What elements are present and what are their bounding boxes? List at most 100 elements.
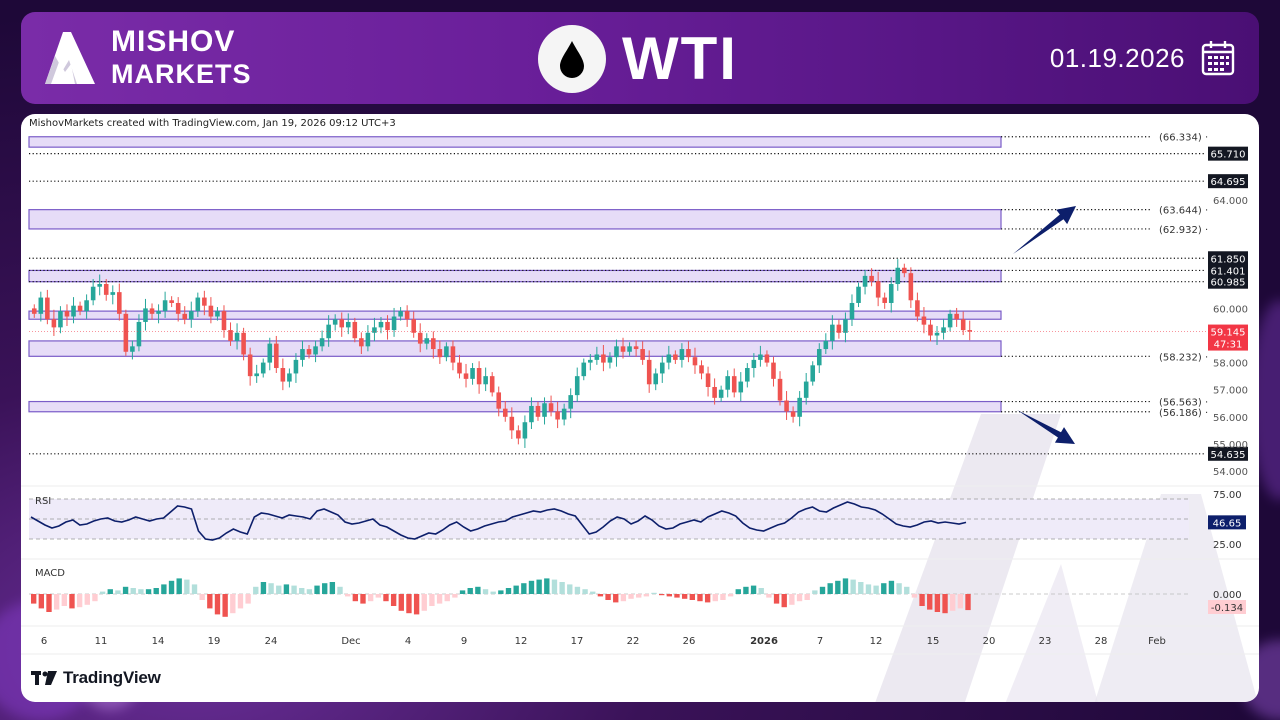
macd-histogram-bar <box>796 594 803 602</box>
sr-zone[interactable] <box>28 136 1002 148</box>
level-price-tag <box>1208 251 1248 266</box>
price-axis-tick: 60.000 <box>1213 304 1248 315</box>
candle-body <box>686 349 691 358</box>
oil-drop-icon <box>538 24 606 93</box>
macd-histogram-bar <box>482 589 489 594</box>
macd-histogram-bar <box>459 590 466 594</box>
macd-histogram-bar <box>253 586 259 594</box>
macd-histogram-bar <box>329 582 336 594</box>
macd-histogram-bar <box>628 594 634 599</box>
level-price-tag <box>1208 146 1248 161</box>
macd-histogram-bar <box>398 594 404 611</box>
candle-body <box>620 346 626 352</box>
macd-histogram-bar <box>245 594 251 604</box>
candle-body <box>594 354 600 360</box>
candle-body <box>836 324 842 333</box>
candle-body <box>169 300 174 303</box>
bar-countdown: 47:31 <box>1214 340 1243 351</box>
candle-body <box>954 313 959 320</box>
candle-body <box>293 359 299 374</box>
macd-histogram-bar <box>904 586 910 594</box>
candle-body <box>751 359 757 369</box>
candle-body <box>777 378 783 401</box>
sr-zone[interactable] <box>28 310 1002 320</box>
macd-histogram-bar <box>835 580 841 594</box>
macd-histogram-bar <box>704 594 711 603</box>
candle-body <box>921 316 927 325</box>
candle-body <box>378 321 384 328</box>
candle-body <box>470 368 475 379</box>
current-price-tag <box>1208 324 1248 351</box>
macd-histogram-bar <box>230 594 236 614</box>
tradingview-logo-icon <box>31 671 57 685</box>
macd-histogram-bar <box>881 583 887 594</box>
macd-histogram-bar <box>283 584 290 594</box>
candle-body <box>758 354 763 360</box>
macd-histogram-bar <box>161 584 167 594</box>
candle-body <box>738 381 744 393</box>
candle-body <box>679 349 685 360</box>
sr-zone[interactable] <box>28 340 1002 357</box>
macd-histogram-bar <box>712 594 718 602</box>
candle-body <box>352 321 358 339</box>
candle-body <box>345 321 351 328</box>
candle-body <box>332 319 338 325</box>
macd-histogram-bar <box>597 594 604 597</box>
zone-price-label: (63.644) · <box>1159 206 1208 217</box>
time-axis-tick: 2026 <box>750 636 778 647</box>
candle-body <box>202 297 207 306</box>
macd-histogram-bar <box>842 578 849 594</box>
macd-histogram-bar <box>674 594 680 598</box>
level-price-label: 65.710 <box>1211 150 1246 161</box>
candle-body <box>784 400 789 412</box>
candle-body <box>745 368 750 382</box>
macd-histogram-bar <box>681 594 688 599</box>
candle-body <box>673 354 678 360</box>
candle-body <box>771 362 776 379</box>
candle-body <box>843 319 848 333</box>
candle-body <box>424 338 430 344</box>
candle-body <box>234 332 240 341</box>
macd-histogram-bar <box>812 590 818 594</box>
level-price-tag <box>1208 174 1248 189</box>
candle-body <box>869 275 874 282</box>
candle-body <box>280 368 286 382</box>
candle-body <box>117 292 122 314</box>
macd-value-tag <box>1208 600 1246 614</box>
macd-histogram-bar <box>605 594 611 600</box>
macd-histogram-bar <box>942 594 948 614</box>
macd-histogram-bar <box>130 588 136 594</box>
candle-body <box>529 405 534 423</box>
macd-histogram-bar <box>689 594 695 600</box>
macd-histogram-bar <box>858 582 864 594</box>
sr-zone[interactable] <box>28 269 1002 283</box>
candle-body <box>731 376 737 393</box>
candle-body <box>51 319 57 328</box>
candle-body <box>319 338 325 347</box>
candle-body <box>404 311 410 320</box>
candle-body <box>136 321 142 347</box>
sr-zone[interactable] <box>28 209 1002 230</box>
sr-zone[interactable] <box>28 400 1002 413</box>
macd-histogram-bar <box>758 588 764 594</box>
candle-body <box>287 373 292 382</box>
price-axis-tick: 54.000 <box>1213 467 1248 478</box>
time-axis-tick: 19 <box>208 636 221 647</box>
candle-body <box>313 346 318 355</box>
macd-histogram-bar <box>766 594 772 598</box>
candle-body <box>476 368 482 385</box>
macd-histogram-bar <box>237 594 244 609</box>
rsi-axis-tick: 75.00 <box>1213 490 1242 501</box>
candle-body <box>77 305 83 312</box>
macd-histogram-bar <box>957 594 964 609</box>
macd-histogram-bar <box>413 594 420 615</box>
price-axis-tick: 58.000 <box>1213 359 1248 370</box>
instrument-title: WTI <box>622 25 738 92</box>
candle-body <box>712 386 717 398</box>
candle-body <box>110 292 116 295</box>
macd-histogram-bar <box>490 591 496 594</box>
macd-histogram-bar <box>888 580 895 594</box>
bullish-arrow[interactable] <box>1013 206 1076 254</box>
bearish-arrow[interactable] <box>1017 410 1075 444</box>
